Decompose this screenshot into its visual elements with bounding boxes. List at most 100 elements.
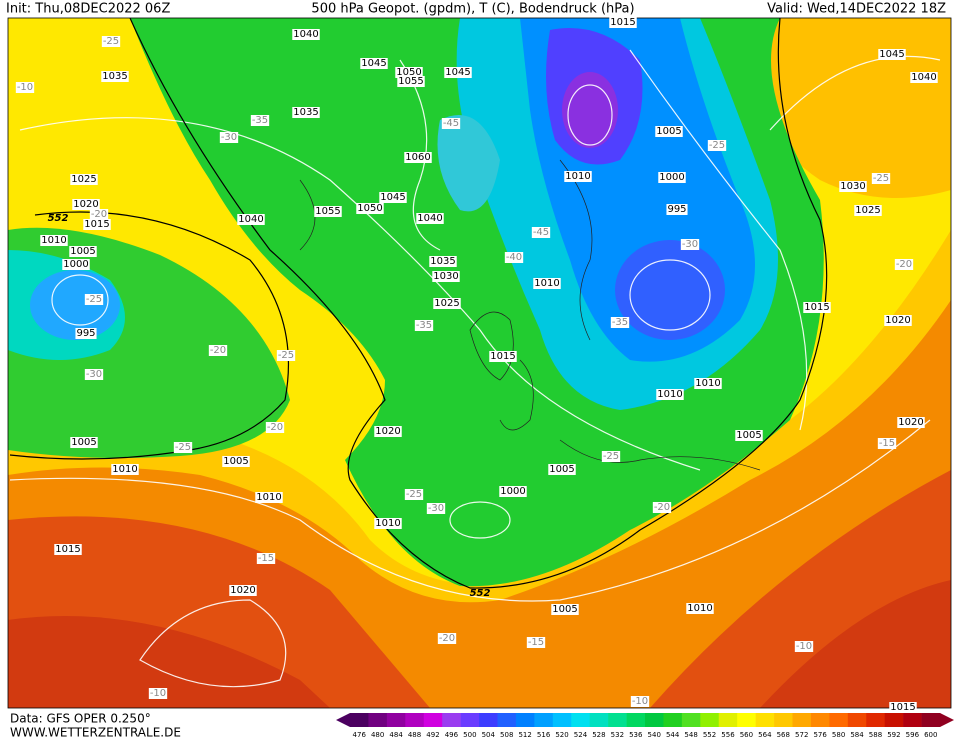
scale-swatch	[386, 713, 406, 727]
pressure-label: 1030	[840, 181, 865, 192]
temperature-label: -45	[443, 118, 459, 129]
pressure-label: 1010	[565, 171, 590, 182]
pressure-label: 1050	[357, 203, 382, 214]
map-title: 500 hPa Geopot. (gpdm), T (C), Bodendruc…	[311, 2, 634, 17]
pressure-label: 1015	[804, 302, 829, 313]
label-box	[404, 152, 432, 163]
label-box	[877, 438, 897, 449]
pressure-label: 1015	[55, 544, 80, 555]
scale-label: 532	[611, 731, 624, 739]
label-box	[62, 259, 90, 270]
temperature-label: -25	[406, 489, 422, 500]
label-box	[229, 585, 257, 596]
label-box	[250, 115, 270, 126]
scale-swatch	[663, 713, 683, 727]
label-box	[531, 227, 551, 238]
label-box	[441, 118, 461, 129]
scale-swatch	[903, 713, 922, 727]
label-box	[910, 72, 938, 83]
scale-swatch	[921, 713, 941, 727]
map-field	[8, 18, 951, 708]
scale-label: 512	[518, 731, 531, 739]
label-box	[437, 633, 457, 644]
label-box	[292, 29, 320, 40]
scale-swatch	[829, 713, 849, 727]
scale-swatch	[810, 713, 830, 727]
scale-swatch	[700, 713, 720, 727]
pressure-label: 1010	[695, 378, 720, 389]
label-box	[208, 345, 228, 356]
temperature-label: -25	[278, 350, 294, 361]
temperature-label: -20	[91, 209, 107, 220]
scale-label: 576	[813, 731, 827, 739]
label-box	[416, 213, 444, 224]
label-box	[360, 58, 388, 69]
label-box	[894, 259, 914, 270]
scale-swatch	[552, 713, 572, 727]
label-box	[548, 464, 576, 475]
label-box	[72, 199, 100, 210]
scale-label: 556	[721, 731, 735, 739]
scale-swatch	[534, 713, 554, 727]
scale-swatch	[405, 713, 425, 727]
scale-swatch	[847, 713, 867, 727]
temperature-label: -35	[416, 320, 432, 331]
label-box	[499, 486, 527, 497]
temperature-label: -20	[210, 345, 226, 356]
pressure-label: 995	[667, 204, 686, 215]
pressure-label: 1010	[41, 235, 66, 246]
scale-label: 484	[389, 731, 403, 739]
temperature-label: -25	[709, 140, 725, 151]
label-box	[219, 132, 239, 143]
scale-label: 536	[629, 731, 643, 739]
scale-label: 564	[758, 731, 772, 739]
temperature-label: -25	[873, 173, 889, 184]
scale-arrow-low	[336, 713, 350, 727]
label-box	[429, 256, 457, 267]
label-box	[803, 302, 831, 313]
scale-swatch	[755, 713, 775, 727]
scale-label: 496	[445, 731, 459, 739]
label-box	[444, 67, 472, 78]
scale-label: 528	[592, 731, 605, 739]
temperature-label: -35	[252, 115, 268, 126]
temperature-label: -20	[896, 259, 912, 270]
scale-label: 504	[482, 731, 496, 739]
label-box	[526, 637, 546, 648]
pressure-label: 1005	[70, 246, 95, 257]
scale-swatch	[645, 713, 664, 727]
valid-text: Valid: Wed,14DEC2022 18Z	[767, 2, 946, 17]
temperature-label: -15	[879, 438, 895, 449]
pressure-label: 1010	[657, 389, 682, 400]
label-box	[630, 696, 650, 707]
temperature-label: -45	[533, 227, 549, 238]
label-box	[83, 219, 111, 230]
pressure-label: 1045	[445, 67, 470, 78]
label-box	[70, 174, 98, 185]
pressure-label: 1005	[223, 456, 248, 467]
pressure-label: 1010	[534, 278, 559, 289]
label-box	[609, 17, 637, 28]
scale-label: 516	[537, 731, 551, 739]
label-box	[884, 315, 912, 326]
pressure-label: 1005	[549, 464, 574, 475]
label-box	[292, 107, 320, 118]
temperature-label: -25	[103, 36, 119, 47]
pressure-label: 1050	[396, 67, 421, 78]
scale-label: 560	[740, 731, 753, 739]
temperature-label: -10	[17, 82, 33, 93]
label-box	[89, 209, 109, 220]
scale-swatch	[442, 713, 461, 727]
label-box	[794, 641, 814, 652]
pressure-label: 1035	[293, 107, 318, 118]
label-box	[694, 378, 722, 389]
label-box	[854, 205, 882, 216]
label-box	[652, 502, 672, 513]
pressure-label: 1020	[375, 426, 400, 437]
label-box	[54, 544, 82, 555]
label-box	[432, 271, 460, 282]
pressure-label: 1055	[398, 76, 423, 87]
scale-label: 524	[574, 731, 588, 739]
label-box	[111, 464, 139, 475]
pressure-label: 1005	[71, 437, 96, 448]
